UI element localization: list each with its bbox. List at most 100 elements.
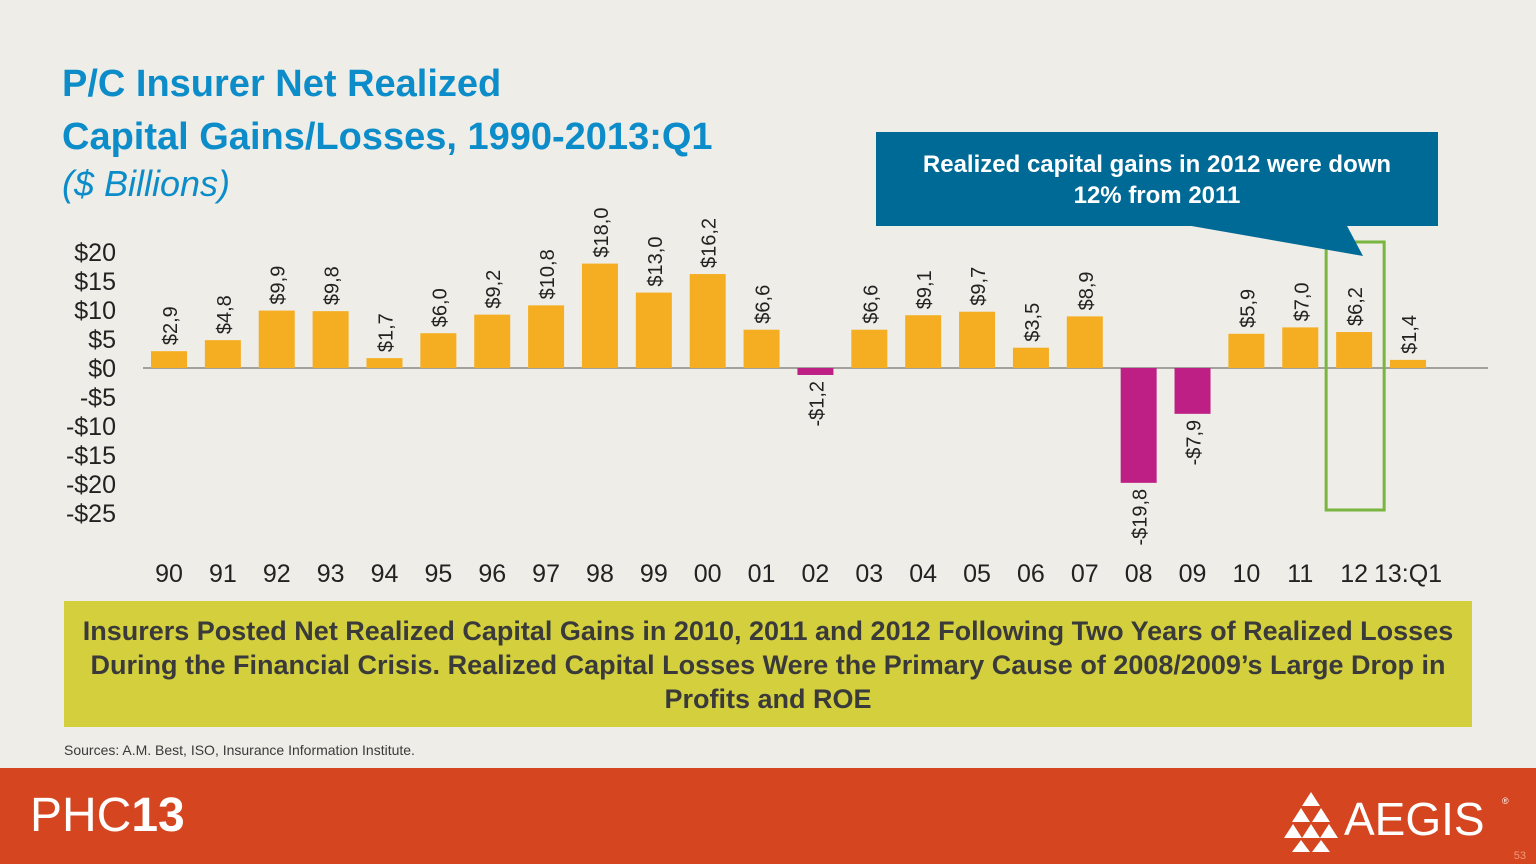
data-label: $7,0 [1291, 282, 1313, 321]
x-tick-label: 97 [532, 560, 560, 588]
sources-note: Sources: A.M. Best, ISO, Insurance Infor… [64, 742, 415, 758]
y-tick-label: $5 [88, 326, 116, 354]
x-tick-label: 93 [317, 560, 345, 588]
bar [1066, 316, 1103, 368]
bar [689, 274, 726, 368]
x-tick-label: 99 [640, 560, 668, 588]
registered-mark: ® [1502, 796, 1509, 806]
bar [258, 310, 295, 368]
data-label: $2,9 [160, 306, 182, 345]
y-tick-label: $15 [74, 268, 116, 296]
bar [312, 311, 349, 368]
data-label: $13,0 [645, 237, 667, 287]
aegis-logo: AEGIS ® [1284, 790, 1514, 852]
data-label: $6,6 [753, 285, 775, 324]
x-tick-label: 91 [209, 560, 237, 588]
data-label: $9,9 [268, 266, 290, 305]
summary-banner: Insurers Posted Net Realized Capital Gai… [64, 601, 1472, 727]
data-label: $9,1 [914, 270, 936, 309]
y-tick-label: -$10 [66, 413, 116, 441]
data-label: $9,8 [322, 266, 344, 305]
bar [851, 329, 888, 368]
x-tick-label: 92 [263, 560, 291, 588]
bar [1282, 327, 1319, 368]
y-tick-label: -$5 [80, 384, 116, 412]
x-tick-label: 94 [371, 560, 399, 588]
aegis-logo-text: AEGIS [1344, 793, 1485, 845]
y-tick-label: $10 [74, 297, 116, 325]
x-tick-label: 09 [1179, 560, 1207, 588]
data-label: $5,9 [1237, 289, 1259, 328]
x-tick-label: 96 [478, 560, 506, 588]
bar [1012, 347, 1049, 368]
data-label: $6,6 [860, 285, 882, 324]
y-tick-label: $0 [88, 355, 116, 383]
bar [420, 333, 457, 368]
data-label: -$1,2 [806, 381, 828, 427]
data-label: $18,0 [591, 208, 613, 258]
x-tick-label: 07 [1071, 560, 1099, 588]
data-label: $10,8 [537, 249, 559, 299]
chart-subtitle: ($ Billions) [62, 163, 231, 204]
y-tick-label: -$20 [66, 471, 116, 499]
bar [1336, 332, 1373, 368]
y-tick-label: -$15 [66, 442, 116, 470]
bar [1120, 368, 1157, 483]
phc-logo-prefix: PHC [30, 789, 132, 842]
x-tick-label: 06 [1017, 560, 1045, 588]
x-tick-label: 13:Q1 [1374, 560, 1442, 588]
bar [635, 292, 672, 368]
bar [959, 311, 996, 368]
chart-title-line1: P/C Insurer Net Realized [62, 63, 502, 105]
data-label: $6,2 [1345, 287, 1367, 326]
callout-pointer [1180, 224, 1363, 256]
aegis-triangle-icon [1284, 792, 1338, 852]
x-tick-label: 90 [155, 560, 183, 588]
x-tick-label: 95 [424, 560, 452, 588]
x-tick-label: 11 [1287, 560, 1313, 588]
highlight-box-2012 [1324, 240, 1386, 512]
x-tick-label: 01 [748, 560, 776, 588]
x-tick-label: 12 [1340, 560, 1368, 588]
bar [1174, 368, 1211, 414]
data-label: $1,7 [375, 313, 397, 352]
bar [581, 263, 618, 368]
x-tick-label: 00 [694, 560, 722, 588]
bar [474, 314, 511, 368]
bar [1228, 333, 1265, 368]
chart-title-line2: Capital Gains/Losses, 1990-2013:Q1 [62, 116, 713, 158]
bar [743, 329, 780, 368]
bar [528, 305, 565, 368]
x-tick-label: 02 [802, 560, 830, 588]
data-label: $1,4 [1399, 315, 1421, 354]
data-label: $3,5 [1022, 303, 1044, 342]
bar [905, 315, 942, 368]
x-tick-label: 03 [855, 560, 883, 588]
bar [797, 368, 834, 375]
page-number: 53 [1513, 850, 1526, 862]
x-tick-label: 04 [909, 560, 937, 588]
bar [1390, 359, 1427, 368]
bar [204, 340, 241, 368]
data-label: $6,0 [429, 288, 451, 327]
bar [366, 358, 403, 368]
bar-chart: $20$15$10$5$0-$5-$10-$15-$20-$25 $2,9 90 $4… [66, 208, 1488, 588]
data-label: -$19,8 [1130, 489, 1152, 546]
bar [151, 351, 187, 368]
data-label: $16,2 [699, 218, 721, 268]
x-tick-label: 08 [1125, 560, 1153, 588]
data-label: $9,7 [968, 267, 990, 306]
data-label: $8,9 [1076, 271, 1098, 310]
y-tick-label: -$25 [66, 500, 116, 528]
x-tick-label: 05 [963, 560, 991, 588]
phc-logo: PHC13 [30, 792, 185, 840]
callout-box: Realized capital gains in 2012 were down… [876, 132, 1438, 226]
data-label: -$7,9 [1184, 420, 1206, 466]
phc-logo-number: 13 [131, 789, 185, 842]
x-tick-label: 10 [1232, 560, 1260, 588]
x-tick-label: 98 [586, 560, 614, 588]
data-label: $4,8 [214, 295, 236, 334]
chart-title: P/C Insurer Net Realized Capital Gains/L… [62, 58, 713, 164]
footer-bar: PHC13 AEGIS ® 53 [0, 768, 1536, 864]
y-tick-label: $20 [74, 239, 116, 267]
